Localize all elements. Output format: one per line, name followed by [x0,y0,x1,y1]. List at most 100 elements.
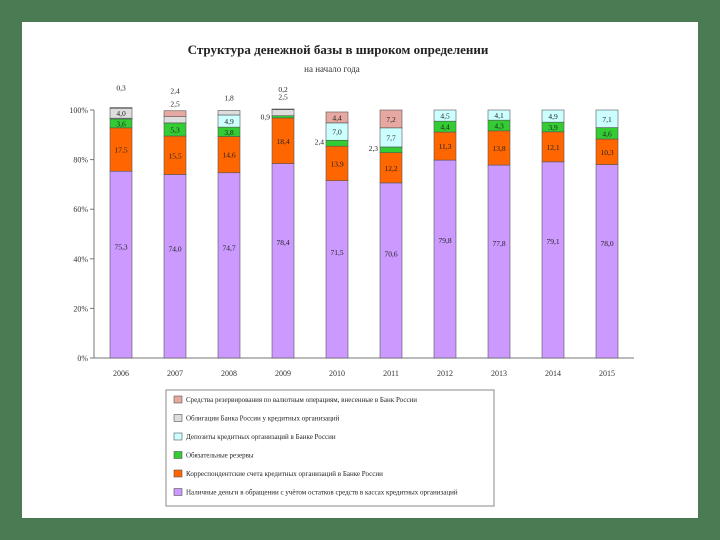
data-label: 79,1 [546,237,559,246]
bar-stack-2014: 79,1 12,1 3,9 4,9 [541,109,565,359]
data-label: 13,8 [492,144,505,153]
data-label: 4,0 [116,109,126,118]
data-label: 2,4 [170,87,180,96]
data-label: 15,5 [168,151,181,160]
x-tick-labels: 2006 2007 2008 2009 2010 2011 2012 2013 2014 2015 [113,369,615,378]
data-label: 3,6 [116,119,126,128]
bar-segment [163,116,187,124]
slide: Структура денежной базы в широком опреде… [22,22,698,518]
data-label: 13,9 [330,159,343,168]
data-label: 2,5 [170,100,180,109]
bar-stack-2008: 74,7 14,6 3,8 4,9 1,8 [217,93,241,359]
data-label: 4,6 [602,129,612,138]
bar-segment [595,164,619,359]
data-label: 5,3 [170,125,180,134]
bar-segment [433,109,457,122]
x-tick-label: 2011 [383,369,399,378]
data-label: 4,5 [440,112,450,121]
bar-segment [271,109,295,117]
bar-segment [487,164,511,359]
data-label: 4,1 [494,111,504,120]
x-tick-label: 2013 [491,369,507,378]
legend-entry: Средства резервирования по валютным опер… [186,396,417,404]
data-label: 0,9 [261,113,271,122]
bar-stack-2006: 75,317,53,60,34,00,3 [109,84,133,359]
bar-segment [163,110,187,117]
bar-segment [217,172,241,359]
bar-segment [379,146,403,153]
x-tick-label: 2006 [113,369,129,378]
legend-entry: Депозиты кредитных организаций в Банке Р… [186,433,336,441]
bar-stack-2015: 78,0 10,3 4,6 7,1 [595,109,619,359]
bar-stack-2010: 71,5 13,9 2,4 7,0 4,4 [315,111,349,359]
y-tick-label: 40% [73,255,88,264]
y-tick-label: 20% [73,304,88,313]
data-label: 75,3 [114,243,127,252]
bar-segment [541,161,565,359]
y-tick-label: 80% [73,156,88,165]
bar-segment [325,139,349,147]
bar-stack-2013: 77,8 13,8 4,3 4,1 [487,109,511,359]
data-label: 4,9 [548,112,558,121]
bar-segment [271,163,295,359]
data-label: 3,8 [224,128,234,137]
bar-segment [109,170,133,359]
legend-swatch [173,451,183,459]
data-label: 77,8 [492,239,505,248]
data-label: 7,1 [602,115,612,124]
data-label: 4,9 [224,117,234,126]
data-label: 4,3 [494,122,504,131]
data-label: 3,9 [548,123,558,132]
x-tick-label: 2012 [437,369,453,378]
y-tick-label: 100% [69,106,88,115]
data-label: 2,3 [369,144,379,153]
bar-stack-2011: 70,6 12,2 2,3 7,7 7,2 [369,109,403,359]
legend-swatch [173,432,183,441]
x-tick-label: 2008 [221,369,237,378]
bar-segment [325,111,349,124]
data-label: 70,6 [384,249,397,258]
bar-stack-2007: 74,0 15,5 5,3 2,5 2,4 [163,87,187,359]
data-label: 14,6 [222,151,235,160]
legend-entry: Обязательные резервы [186,452,254,460]
data-label: 0,3 [116,84,126,93]
data-label: 11,3 [439,142,452,151]
y-tick-label: 60% [73,205,88,214]
data-label: 12,1 [546,143,559,152]
x-tick-label: 2010 [329,369,345,378]
legend-swatch [173,414,183,422]
data-label: 10,3 [600,148,613,157]
data-label: 79,8 [438,236,451,245]
bar-segment [379,182,403,359]
chart: Структура денежной базы в широком опреде… [69,42,634,507]
legend: Средства резервирования по валютным опер… [165,389,495,507]
legend-entry: Облигации Банка России у кредитных орган… [186,415,340,423]
legend-box [165,389,495,507]
bar-segment [595,109,619,128]
data-label: 78,4 [276,238,289,247]
y-tick-label: 0% [77,354,88,363]
legend-entry: Наличные деньги в обращении с учётом ост… [186,489,458,497]
legend-swatch [173,469,183,478]
legend-entry: Корреспондентские счета кредитных органи… [186,470,383,478]
data-label: 2,4 [315,137,325,146]
chart-title: Структура денежной базы в широком опреде… [188,42,489,57]
data-label: 7,7 [386,133,396,142]
bar-segment [271,108,295,110]
bar-stack-2012: 79,8 11,3 4,4 4,5 [433,109,457,359]
bar-segment [109,107,133,109]
data-label: 12,2 [384,164,397,173]
bar-segment [271,115,295,119]
data-label: 4,4 [440,123,450,132]
data-label: 71,5 [330,248,343,257]
data-label: 1,8 [224,93,234,102]
data-label: 0,2 [278,85,288,94]
data-label: 78,0 [600,239,613,248]
bar-stack-2009: 78,4 18,4 0,9 2,50,2 [261,85,295,359]
data-label: 2,5 [278,93,288,102]
x-tick-label: 2007 [167,369,183,378]
bar-segment [217,110,241,116]
data-label: 74,0 [168,245,181,254]
bar-segment [325,180,349,359]
chart-subtitle: на начало года [304,64,360,74]
